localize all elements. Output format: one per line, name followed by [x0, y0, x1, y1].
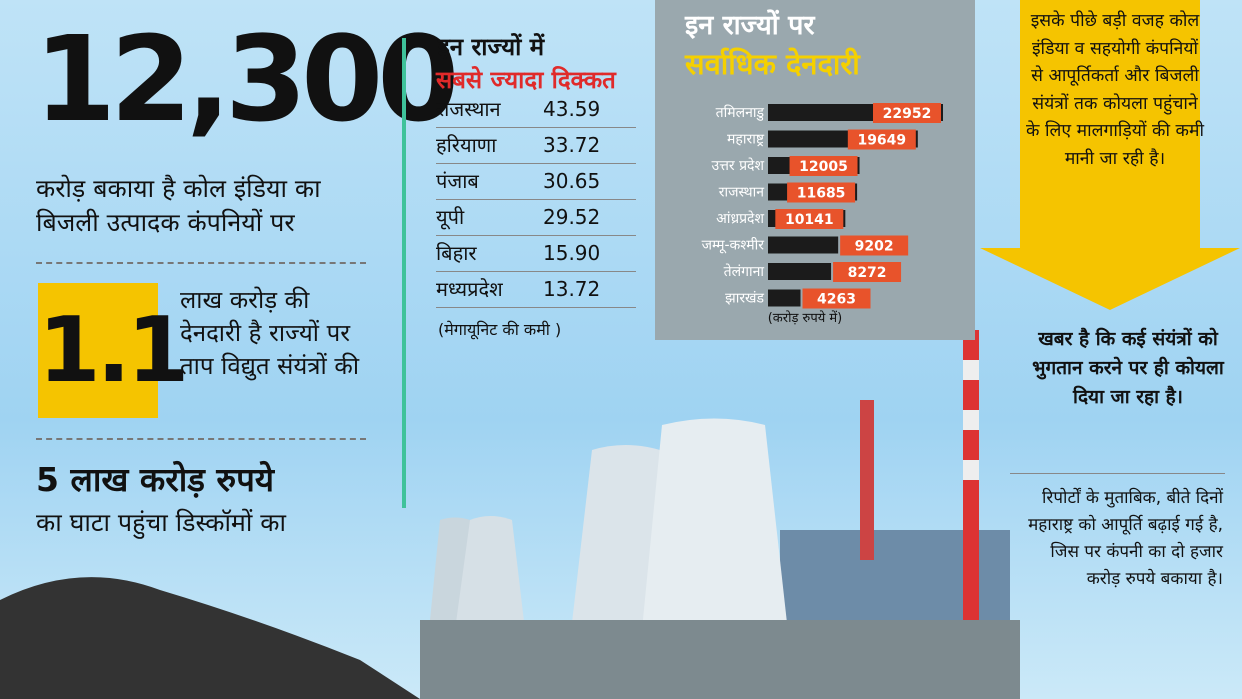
category-label: राजस्थान: [719, 185, 764, 201]
value-label-bg: [789, 156, 858, 176]
divider: [36, 438, 366, 440]
bar: [768, 289, 801, 307]
category-label: उत्तर प्रदेश: [712, 157, 765, 174]
category-label: झारखंड: [725, 291, 764, 307]
headline-number: 12,300: [34, 10, 459, 148]
state: हरियाणा: [436, 133, 497, 157]
value-label: 22952: [883, 106, 932, 122]
value-label-bg: [802, 288, 871, 309]
state: बिहार: [436, 241, 477, 265]
value-label-bg: [775, 209, 844, 229]
state: यूपी: [436, 205, 465, 229]
value-label: 4263: [817, 292, 856, 308]
bar: [768, 236, 839, 254]
value-label: 8272: [848, 265, 887, 281]
box-number: 1.1: [38, 283, 189, 418]
value: 15.90: [543, 241, 601, 265]
table-row: बिहार 15.90: [436, 236, 636, 272]
state: राजस्थान: [436, 97, 501, 121]
value-label: 10141: [785, 212, 834, 228]
callout-arrow: [980, 0, 1240, 310]
table-row: हरियाणा 33.72: [436, 128, 636, 164]
state: पंजाब: [436, 169, 479, 193]
table-row: राजस्थान 43.59: [436, 92, 636, 128]
table-subtitle: सबसे ज्यादा दिक्कत: [436, 66, 616, 94]
value: 33.72: [543, 133, 601, 157]
value-label: 19649: [857, 133, 906, 149]
bar: [768, 263, 832, 280]
category-label: महाराष्ट्र: [727, 132, 765, 148]
value-label-bg: [847, 129, 916, 150]
value-label-bg: [873, 103, 941, 123]
bottom-text: का घाटा पहुंचा डिस्कॉमों का: [36, 508, 286, 537]
category-label: तमिलनाडु: [716, 104, 765, 121]
table-row: पंजाब 30.65: [436, 164, 636, 200]
power-plant: [420, 330, 1020, 699]
divider: [36, 262, 366, 264]
chart: इन राज्यों पर सर्वाधिक देनदारी (करोड़ रु…: [684, 9, 943, 326]
value: 30.65: [543, 169, 601, 193]
table-title: इन राज्यों में: [438, 33, 545, 61]
chart-subtitle: सर्वाधिक देनदारी: [684, 47, 861, 81]
chart-panel: इन राज्यों पर सर्वाधिक देनदारी (करोड़ रु…: [655, 0, 975, 340]
divider: [402, 38, 406, 508]
box-text: लाख करोड़ की देनदारी है राज्यों पर ताप व…: [180, 286, 360, 380]
bottom-title: 5 लाख करोड़ रुपये: [36, 460, 275, 499]
value-label-bg: [833, 262, 902, 282]
value-label-bg: [787, 182, 856, 203]
value-label: 11685: [797, 186, 846, 202]
table-note: (मेगायूनिट की कमी ): [438, 320, 562, 339]
value-label-bg: [840, 235, 909, 256]
category-label: आंध्रप्रदेश: [716, 210, 764, 227]
value-label: 12005: [799, 159, 848, 175]
table-row: यूपी 29.52: [436, 200, 636, 236]
chart-title: इन राज्यों पर: [684, 9, 816, 41]
value-label: 9202: [855, 239, 894, 255]
value: 43.59: [543, 97, 601, 121]
coal-pile: [0, 577, 420, 699]
state: मध्यप्रदेश: [436, 277, 503, 301]
category-label: जम्मू-कश्मीर: [702, 237, 765, 254]
value: 29.52: [543, 205, 601, 229]
table-row: मध्यप्रदेश 13.72: [436, 272, 636, 308]
quote: खबर है कि कई संयंत्रों को भुगतान करने पर…: [1032, 328, 1224, 408]
callout-text: इसके पीछे बड़ी वजह कोल इंडिया व सहयोगी क…: [1025, 11, 1204, 169]
report-text: रिपोर्टों के मुताबिक, बीते दिनों महाराष्…: [1028, 488, 1223, 589]
value: 13.72: [543, 277, 601, 301]
divider: [1010, 473, 1225, 474]
headline-text: करोड़ बकाया है कोल इंडिया का बिजली उत्पा…: [36, 174, 321, 237]
chart-note: (करोड़ रुपये में): [768, 310, 843, 326]
category-label: तेलंगाना: [724, 263, 765, 280]
